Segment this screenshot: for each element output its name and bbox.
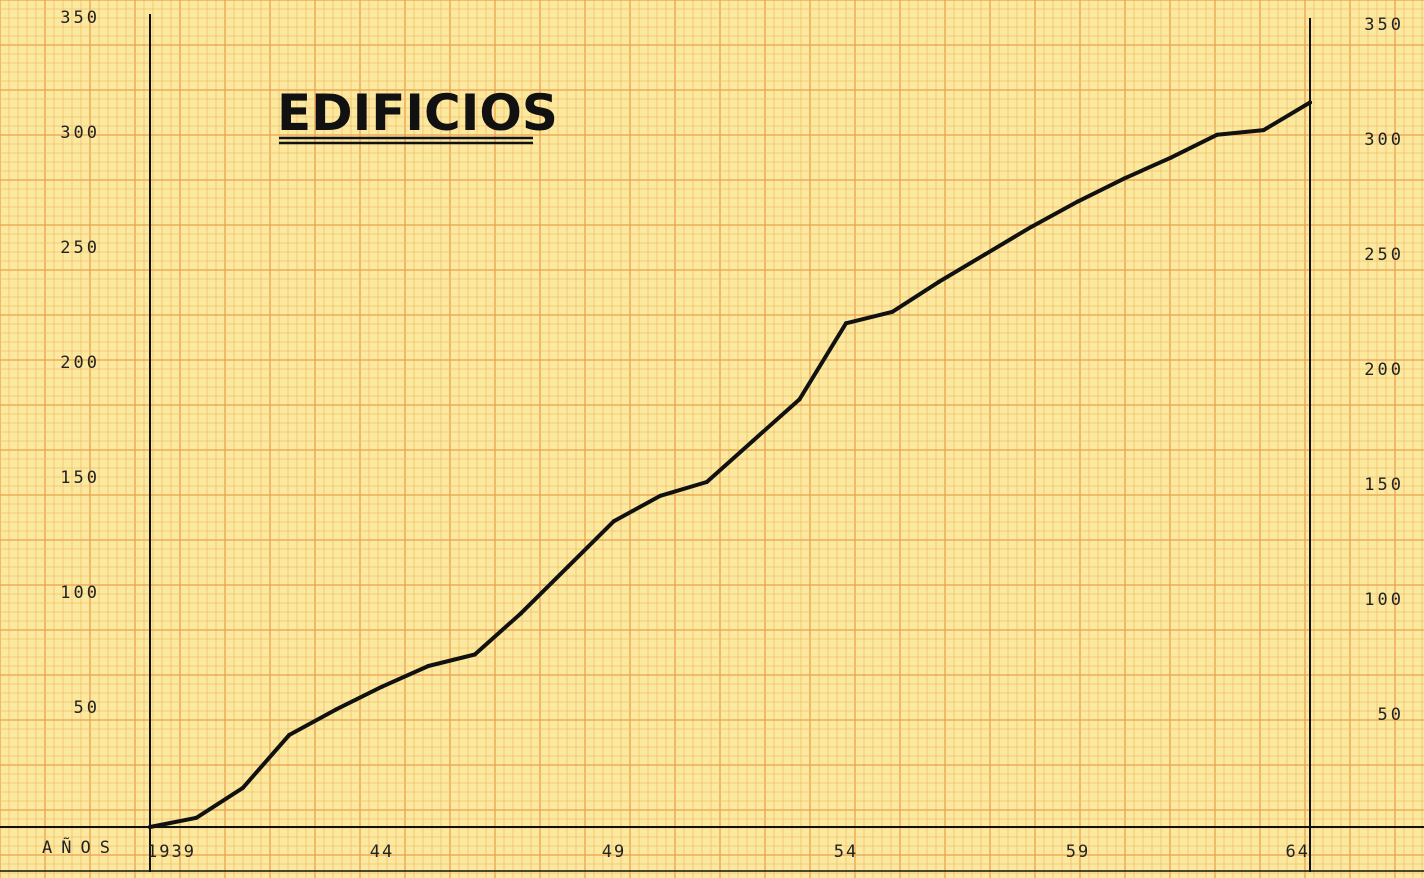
x-axis-label: AÑOS — [42, 836, 119, 858]
data-point — [751, 438, 756, 443]
data-point — [1168, 155, 1173, 160]
x-tick-label: 54 — [834, 842, 858, 862]
chart-title-group: EDIFICIOS — [277, 84, 558, 145]
series-line — [148, 100, 1312, 829]
data-point — [380, 684, 384, 689]
y-tick-label-right: 350 — [1364, 15, 1404, 35]
y-tick-label-left: 200 — [60, 353, 100, 373]
data-point — [936, 279, 941, 284]
data-point — [797, 397, 802, 402]
data-point — [148, 825, 152, 829]
series — [148, 100, 1312, 829]
y-tick-label-right: 150 — [1364, 475, 1404, 495]
y-tick-labels-left: 50 100 150 200 250 300 350 — [60, 8, 100, 718]
data-point — [240, 785, 245, 790]
data-point — [658, 493, 663, 498]
axes — [0, 14, 1424, 872]
x-tick-labels: 1939 44 49 54 59 64 — [147, 842, 1310, 862]
y-tick-label-right: 300 — [1364, 130, 1404, 150]
chart-title: EDIFICIOS — [277, 84, 558, 142]
data-point — [1261, 128, 1266, 133]
data-point — [426, 664, 431, 668]
y-tick-label-left: 300 — [60, 123, 100, 143]
data-point — [1076, 199, 1080, 204]
data-point — [333, 707, 338, 712]
x-tick-label: 1939 — [147, 842, 196, 862]
data-point — [519, 611, 524, 616]
y-tick-label-left: 350 — [60, 8, 100, 28]
data-point — [1308, 100, 1312, 105]
y-tick-label-right: 100 — [1364, 590, 1404, 610]
y-tick-label-left: 50 — [74, 698, 100, 718]
y-tick-label-right: 200 — [1364, 360, 1404, 380]
y-tick-label-left: 150 — [60, 468, 100, 488]
y-tick-label-right: 50 — [1378, 705, 1404, 725]
x-tick-label: 44 — [370, 842, 394, 862]
data-point — [565, 565, 570, 570]
data-point — [472, 652, 477, 657]
y-tick-label-left: 250 — [60, 238, 100, 258]
data-point — [704, 480, 709, 484]
data-point — [983, 252, 988, 257]
y-tick-labels-right: 50 100 150 200 250 300 350 — [1364, 15, 1404, 725]
x-tick-label: 59 — [1066, 842, 1090, 862]
x-tick-label: 49 — [602, 842, 626, 862]
data-point — [844, 321, 848, 326]
data-point — [612, 519, 616, 524]
data-point — [890, 309, 895, 314]
x-tick-label: 64 — [1286, 842, 1310, 862]
y-tick-label-left: 100 — [60, 583, 100, 603]
data-point — [194, 815, 199, 820]
data-point — [287, 733, 292, 737]
y-tick-label-right: 250 — [1364, 245, 1404, 265]
data-point — [1122, 176, 1127, 181]
data-point — [1215, 132, 1220, 137]
data-point — [1029, 224, 1034, 229]
